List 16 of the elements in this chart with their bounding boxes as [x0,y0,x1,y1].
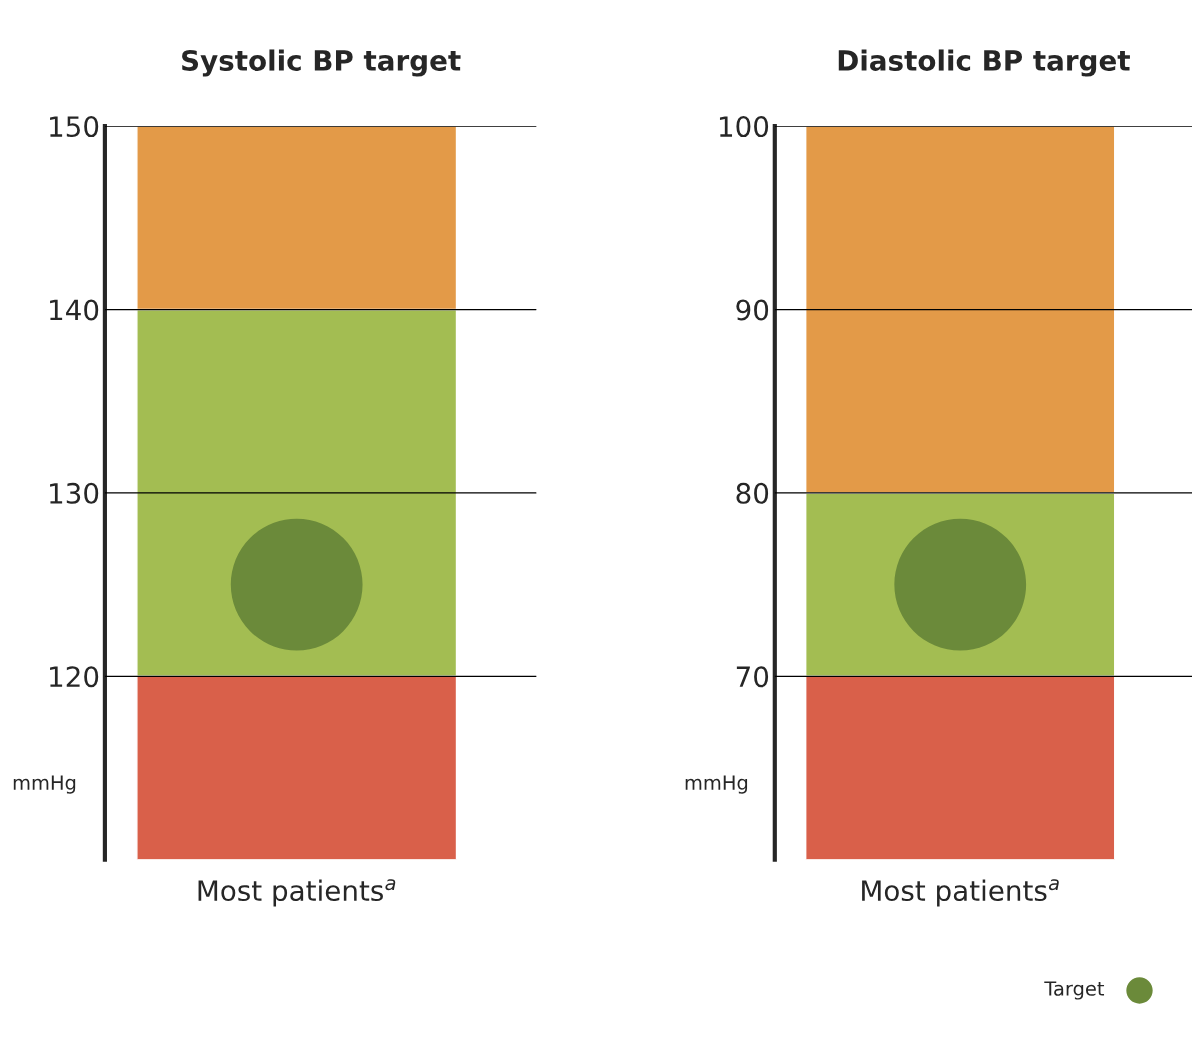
y-axis-title: mmHg [685,775,748,794]
y-axis-title: mmHg [13,775,76,794]
chart-title: Diastolic BP target [838,49,1130,77]
y-tick-label: 100 [719,116,769,138]
y-tick-label: 130 [50,482,99,504]
y-tick-label: 120 [50,666,99,688]
y-tick-label: 90 [736,299,769,321]
y-tick-label: 150 [50,116,99,138]
chart-title: Systolic BP target [182,49,461,77]
x-tick-label: Most patients$^{a}$ [198,879,396,907]
legend-label: Target [1044,981,1105,1000]
y-tick-label: 140 [50,299,99,321]
bar [805,126,1116,494]
x-tick-label: Most patients$^{a}$ [862,879,1059,907]
y-tick-label: 70 [736,666,769,688]
y-tick-label: 80 [736,482,769,504]
